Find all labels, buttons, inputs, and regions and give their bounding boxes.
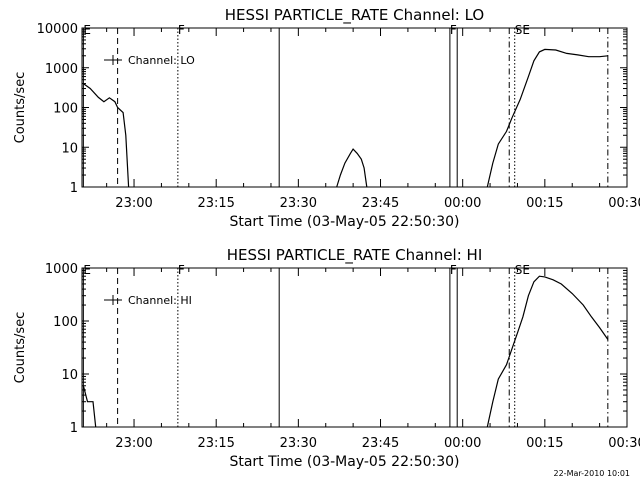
marker-label: E — [83, 23, 91, 37]
x-tick-label: 23:45 — [362, 436, 399, 451]
y-tick-label: 10 — [61, 368, 78, 383]
x-tick-label: 00:00 — [444, 436, 481, 451]
x-tick-label: 00:30 — [608, 436, 640, 451]
x-axis-label: Start Time (03-May-05 22:50:30) — [229, 454, 459, 470]
y-tick-label: 1 — [70, 421, 78, 436]
y-axis-label: Counts/sec — [13, 312, 28, 384]
series-line-lo — [336, 148, 368, 188]
marker-label: SE — [515, 23, 530, 37]
panel-lo: HESSI PARTICLE_RATE Channel: LO 1 10 100 100… — [13, 6, 640, 230]
series-line-hi — [82, 385, 97, 428]
plot-frame — [81, 267, 628, 428]
panel-hi: HESSI PARTICLE_RATE Channel: HI 1 10 100 100… — [13, 246, 640, 470]
chart-title: HESSI PARTICLE_RATE Channel: HI — [227, 246, 483, 265]
series-line-hi — [486, 275, 609, 428]
y-tick-label: 100 — [53, 315, 78, 330]
marker-label: F — [450, 263, 457, 277]
y-tick-label: 1 — [70, 181, 78, 196]
x-tick-label: 23:00 — [115, 196, 152, 211]
x-tick-label: 23:45 — [362, 196, 399, 211]
x-tick-label: 23:30 — [280, 436, 317, 451]
plot-frame — [81, 27, 628, 188]
y-tick-label: 1000 — [45, 262, 78, 277]
marker-label: F — [178, 263, 185, 277]
y-tick-label: 1000 — [45, 62, 78, 77]
series-line-lo — [486, 48, 608, 188]
y-tick-label: 10000 — [37, 22, 78, 37]
x-tick-label: 00:30 — [608, 196, 640, 211]
x-tick-label: 00:15 — [526, 436, 563, 451]
marker-label: F — [178, 23, 185, 37]
legend-label: Channel: HI — [128, 294, 192, 307]
x-tick-label: 23:00 — [115, 436, 152, 451]
y-tick-label: 100 — [53, 102, 78, 117]
legend-label: Channel: LO — [128, 54, 195, 67]
chart-title: HESSI PARTICLE_RATE Channel: LO — [225, 6, 484, 25]
marker-label: SE — [515, 263, 530, 277]
x-tick-label: 23:15 — [197, 436, 234, 451]
x-axis-label: Start Time (03-May-05 22:50:30) — [229, 214, 459, 230]
series-line-lo — [83, 83, 130, 188]
x-tick-label: 23:15 — [197, 196, 234, 211]
marker-label: F — [450, 23, 457, 37]
y-tick-label: 10 — [61, 141, 78, 156]
footer-timestamp: 22-Mar-2010 10:01 — [553, 469, 631, 478]
marker-label: E — [83, 263, 91, 277]
x-tick-label: 00:15 — [526, 196, 563, 211]
x-tick-label: 00:00 — [444, 196, 481, 211]
x-tick-label: 23:30 — [280, 196, 317, 211]
y-axis-label: Counts/sec — [13, 72, 28, 144]
